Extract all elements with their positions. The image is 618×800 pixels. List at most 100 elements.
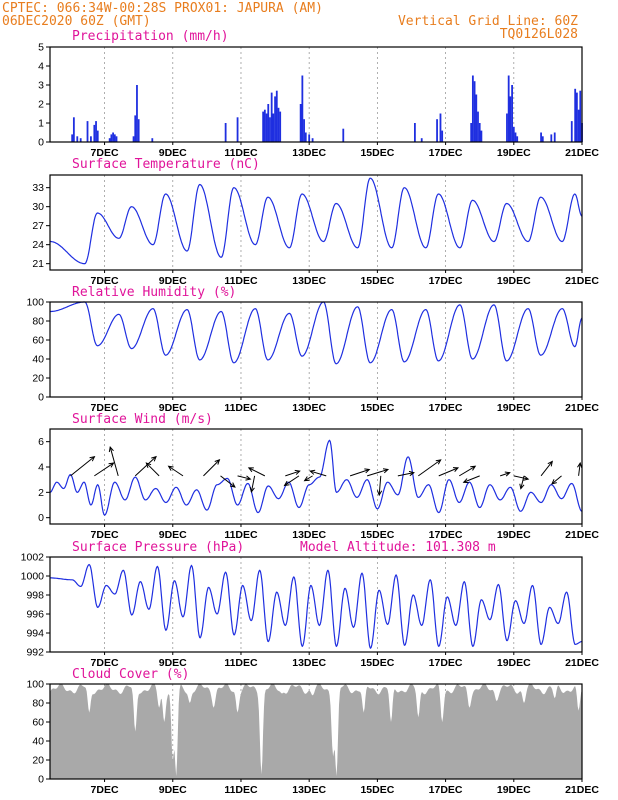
precip-bar [574, 88, 577, 142]
x-tick-label-wind: 19DEC [497, 529, 531, 541]
precip-bar [507, 75, 510, 142]
precip-bar [299, 104, 302, 142]
wind-vector-arrow [463, 475, 480, 483]
y-tick-label-temperature: 33 [32, 182, 44, 194]
wind-vector-arrow [168, 465, 184, 477]
x-tick-label-cloud-cover: 7DEC [91, 784, 119, 796]
precip-bar [71, 134, 74, 142]
x-tick-label-humidity: 17DEC [429, 402, 463, 414]
y-tick-label-humidity: 80 [32, 316, 44, 328]
wind-vector-arrow [284, 475, 300, 486]
wind-vector-arrow [578, 463, 581, 476]
precip-bar [471, 75, 474, 142]
precip-bar [86, 121, 89, 142]
x-tick-label-wind: 11DEC [224, 529, 258, 541]
precip-bar [478, 123, 481, 142]
panel-frame-pressure [49, 556, 583, 653]
x-tick-label-cloud-cover: 21DEC [565, 784, 599, 796]
wind-vector-arrow [513, 475, 529, 480]
precip-bar [265, 113, 268, 142]
x-tick-label-precipitation: 19DEC [497, 147, 531, 159]
precip-bar [477, 111, 479, 142]
precip-bar [269, 117, 271, 142]
x-tick-label-temperature: 15DEC [360, 275, 394, 287]
precip-bar [132, 136, 135, 142]
y-tick-label-wind: 6 [38, 436, 44, 448]
wind-vector-arrow [145, 462, 160, 477]
x-tick-label-precipitation: 7DEC [91, 147, 119, 159]
x-tick-label-wind: 15DEC [360, 529, 394, 541]
y-tick-label-cloud-cover: 20 [32, 755, 44, 767]
precip-bar [304, 132, 307, 142]
wind-vector-arrowhead [151, 455, 157, 462]
x-tick-label-humidity: 19DEC [497, 402, 531, 414]
precip-bar [76, 136, 79, 142]
precip-bar [553, 132, 556, 142]
y-tick-label-temperature: 24 [32, 239, 44, 251]
precip-bar [511, 85, 513, 142]
wind-vector-arrowhead [309, 469, 316, 475]
precip-bar [514, 132, 517, 142]
wind-vector-arrow [349, 468, 370, 477]
precip-bar [267, 104, 270, 142]
wind-vector-arrowhead [364, 468, 371, 474]
y-tick-label-temperature: 27 [32, 220, 44, 232]
precip-bar [342, 128, 345, 142]
wind-vector-arrow [70, 456, 95, 477]
wind-vector-arrow [520, 475, 525, 489]
pressure-line [50, 563, 583, 650]
precip-bar [439, 113, 442, 142]
panel-frame-precipitation [49, 46, 583, 143]
x-tick-label-temperature: 19DEC [497, 275, 531, 287]
wind-vector-arrowhead [229, 482, 236, 488]
y-tick-label-pressure: 998 [26, 590, 44, 602]
wind-vector-arrow [551, 475, 562, 485]
wind-vector-arrowhead [376, 490, 383, 497]
panel-frame-humidity [49, 301, 583, 398]
wind-vector-arrowhead [577, 461, 583, 468]
wind-vector-arrowhead [504, 471, 511, 477]
header-grid-note: Vertical Grid Line: 60Z [398, 14, 578, 29]
wind-vector-arrow [220, 475, 236, 488]
x-tick-label-humidity: 21DEC [565, 402, 599, 414]
precip-bar [470, 123, 473, 142]
x-tick-label-cloud-cover: 9DEC [159, 784, 187, 796]
x-tick-label-pressure: 7DEC [91, 657, 119, 669]
y-tick-label-temperature: 30 [32, 201, 44, 213]
wind-vector-arrow [378, 475, 382, 496]
wind-vector-arrow [310, 470, 327, 477]
wind-vector-arrow [109, 446, 119, 477]
precip-bar [540, 132, 542, 142]
precip-bar [308, 134, 311, 142]
panel-frame-temperature [49, 174, 583, 271]
x-tick-label-temperature: 17DEC [429, 275, 463, 287]
precip-bar [473, 81, 476, 142]
wind-vector-arrowhead [470, 465, 477, 471]
wind-speed-line [49, 439, 583, 516]
x-tick-label-cloud-cover: 19DEC [497, 784, 531, 796]
y-tick-label-temperature: 21 [32, 258, 44, 270]
precip-bar [436, 119, 438, 142]
wind-vector-arrow [418, 459, 441, 477]
wind-vector-arrow [367, 468, 389, 477]
wind-vector-arrow [304, 475, 313, 482]
wind-vector-arrow [237, 475, 251, 480]
wind-vector-arrow [499, 472, 510, 477]
wind-vector-arrowhead [145, 462, 152, 468]
precip-bar [115, 136, 118, 142]
header-station: CPTEC: 066:34W-00:28S PROX01: JAPURA (AM… [2, 1, 323, 16]
wind-vector-arrowhead [303, 476, 310, 482]
x-tick-label-precipitation: 17DEC [429, 147, 463, 159]
x-tick-label-temperature: 11DEC [224, 275, 258, 287]
x-tick-label-pressure: 17DEC [429, 657, 463, 669]
panel-title-precipitation: Precipitation (mm/h) [72, 29, 229, 44]
wind-vector-arrow [540, 461, 553, 477]
x-tick-label-wind: 21DEC [565, 529, 599, 541]
precip-bar [108, 138, 111, 142]
x-tick-label-precipitation: 9DEC [159, 147, 187, 159]
wind-vector-arrow [458, 465, 476, 477]
x-tick-label-pressure: 15DEC [360, 657, 394, 669]
x-tick-label-precipitation: 11DEC [224, 147, 258, 159]
x-tick-label-temperature: 9DEC [159, 275, 187, 287]
